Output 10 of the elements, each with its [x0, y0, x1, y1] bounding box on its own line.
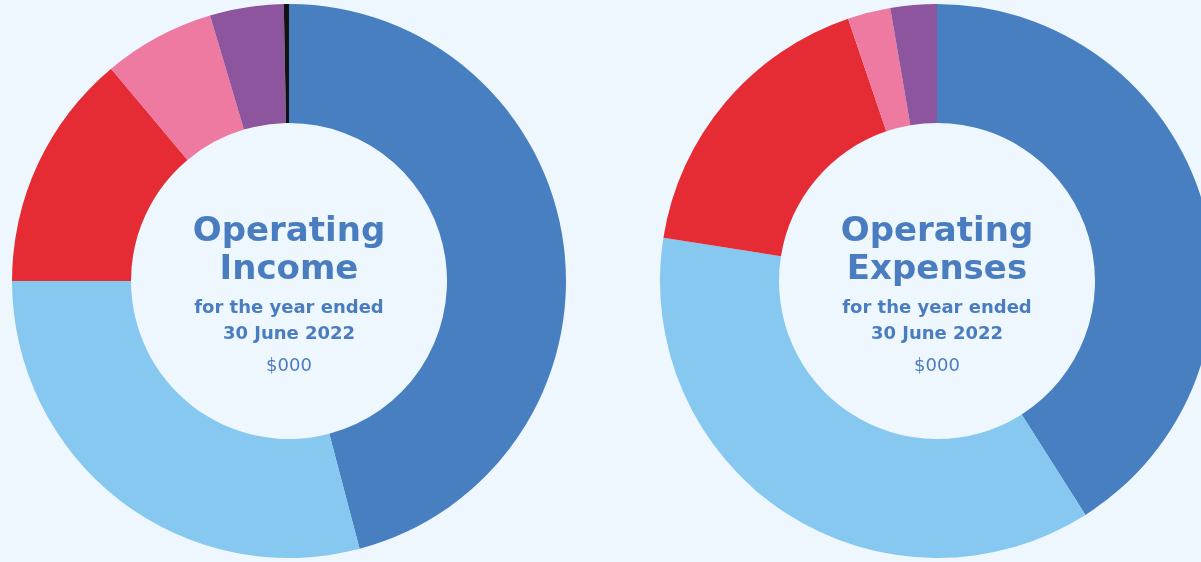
- donut-slice: [12, 68, 188, 281]
- text: for the year ended 30 June 2022: [842, 296, 1032, 343]
- text: Operating Expenses: [840, 209, 1034, 287]
- text: Operating Income: [192, 209, 386, 287]
- donut-slice: [210, 4, 287, 130]
- donut-slice: [283, 4, 289, 124]
- text: $000: [266, 354, 312, 375]
- text: for the year ended 30 June 2022: [194, 296, 384, 343]
- text: $000: [914, 354, 960, 375]
- donut-slice: [111, 15, 244, 160]
